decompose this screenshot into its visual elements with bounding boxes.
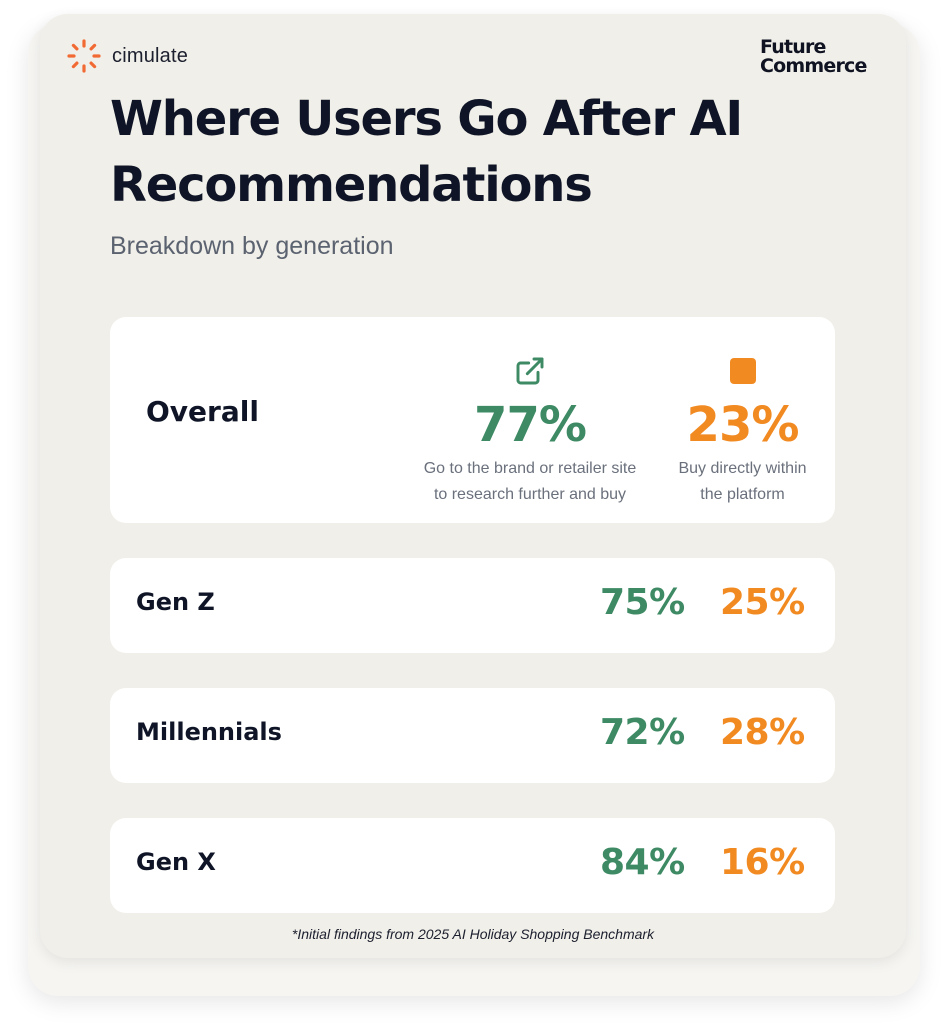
row-gen-z: Gen Z 75% 25% — [110, 558, 835, 653]
desc-line: Buy directly within — [678, 460, 807, 477]
title-text: Where Users Go After AI Recommendations — [110, 91, 743, 213]
legend-research: 77% Go to the brand or retailer site to … — [400, 355, 660, 508]
future-commerce-logo: Future Commerce — [760, 38, 867, 76]
research-value: 75% — [600, 582, 685, 623]
logo-line-2: Commerce — [760, 55, 867, 77]
legend-platform-desc: Buy directly within the platform — [660, 456, 825, 508]
platform-value: 25% — [720, 582, 805, 623]
sunburst-icon — [67, 39, 101, 73]
overall-panel: Overall 77% Go to the brand or retailer … — [110, 317, 835, 523]
overall-platform-value: 23% — [686, 397, 800, 453]
cimulate-logo: cimulate — [66, 38, 188, 74]
row-label: Gen X — [136, 848, 216, 876]
row-label: Gen Z — [136, 588, 215, 616]
external-link-icon — [516, 357, 544, 385]
overall-label: Overall — [146, 395, 259, 428]
row-gen-x: Gen X 84% 16% — [110, 818, 835, 913]
desc-line: the platform — [700, 486, 785, 503]
overall-research-value: 77% — [474, 397, 587, 453]
footnote: *Initial findings from 2025 AI Holiday S… — [291, 926, 655, 942]
chart-title: Where Users Go After AI Recommendations — [110, 86, 946, 218]
platform-value: 16% — [720, 842, 805, 883]
logo-line-1: Future — [760, 36, 826, 58]
research-value: 84% — [600, 842, 685, 883]
desc-line: to research further and buy — [433, 486, 627, 503]
legend-research-desc: Go to the brand or retailer site to rese… — [400, 456, 660, 508]
desc-line: Go to the brand or retailer site — [423, 460, 637, 477]
brand-name: cimulate — [112, 44, 189, 67]
legend-platform: 23% Buy directly within the platform — [660, 355, 825, 508]
research-value: 72% — [600, 712, 685, 753]
row-label: Millennials — [136, 718, 282, 746]
platform-value: 28% — [720, 712, 805, 753]
row-millennials: Millennials 72% 28% — [110, 688, 835, 783]
chart-subtitle: Breakdown by generation — [110, 232, 394, 260]
square-icon — [729, 358, 756, 384]
